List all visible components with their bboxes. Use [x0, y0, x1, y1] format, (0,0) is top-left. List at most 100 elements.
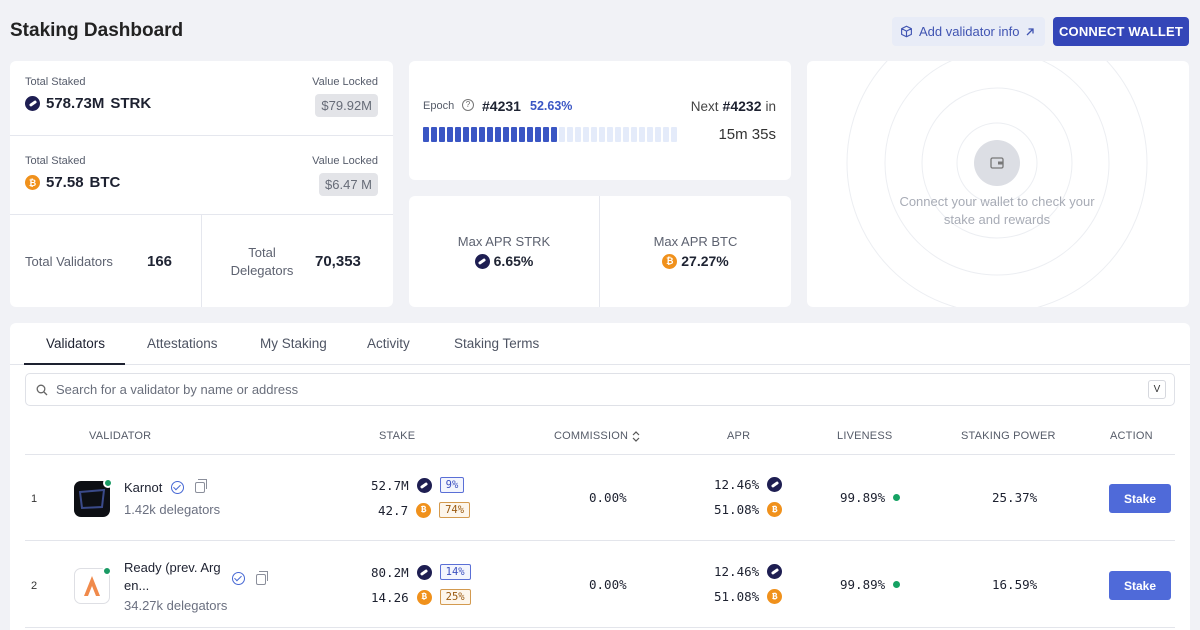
stake-btc-value: 42.7: [378, 502, 409, 518]
strk-total-staked-label: Total Staked: [25, 76, 86, 88]
apr-card: Max APR STRK 6.65% Max APR BTC ₿ 27.27%: [409, 196, 791, 307]
stake-strk-share: 9%: [439, 477, 465, 493]
progress-segment: [455, 127, 461, 142]
progress-segment: [479, 127, 485, 142]
online-status-icon: [103, 478, 113, 488]
search-icon: [36, 384, 48, 395]
btc-coin-icon: ₿: [25, 175, 40, 190]
online-status-icon: [102, 566, 112, 576]
row-apr-strk-value: 12.46%: [714, 477, 760, 492]
btc-total-staked: ₿ 57.58 BTC: [25, 174, 120, 191]
btc-value-locked: $6.47 M: [319, 173, 378, 196]
validator-name-text: Karnot: [124, 480, 163, 495]
epoch-label: Epoch: [423, 100, 455, 112]
add-validator-info-button[interactable]: Add validator info: [892, 17, 1045, 46]
strk-value-locked: $79.92M: [315, 94, 378, 117]
wallet-message: Connect your wallet to check your stake …: [899, 194, 1095, 227]
apr-btc-value: 27.27%: [681, 253, 729, 269]
progress-segment: [519, 127, 525, 142]
validator-name[interactable]: Ready (prev. Arg en...: [124, 559, 221, 595]
progress-segment: [495, 127, 501, 142]
radar-decoration: [846, 61, 1148, 307]
copy-icon[interactable]: [256, 571, 268, 585]
liveness-cell: 99.89%: [840, 490, 901, 505]
search-input[interactable]: [56, 382, 1116, 397]
col-liveness: LIVENESS: [837, 430, 893, 442]
progress-segment: [559, 127, 565, 142]
stake-strk: 80.2M 14%: [371, 564, 471, 580]
row-apr-btc-value: 51.08%: [714, 589, 760, 604]
progress-segment: [583, 127, 589, 142]
col-stake: STAKE: [379, 430, 416, 442]
liveness-status-icon: [893, 581, 901, 588]
progress-segment: [439, 127, 445, 142]
progress-segment: [527, 127, 533, 142]
stake-btc-value: 14.26: [371, 589, 409, 605]
tab-attestations[interactable]: Attestations: [147, 336, 218, 351]
apr-btc-cell: 51.08% ₿: [714, 502, 783, 517]
stake-button[interactable]: Stake: [1109, 571, 1171, 600]
col-commission[interactable]: COMMISSION: [554, 430, 640, 442]
liveness-cell: 99.89%: [840, 577, 901, 592]
divider: [201, 215, 202, 307]
strk-staked-row: Total Staked 578.73M STRK Value Locked $…: [10, 61, 393, 136]
next-label: Next: [690, 99, 719, 114]
table-row: 1 Karnot 1.42k delegators 52.7M 9% 42.7 …: [25, 455, 1175, 541]
progress-segment: [551, 127, 557, 142]
total-delegators-value: 70,353: [315, 253, 361, 270]
strk-coin-icon: [416, 564, 432, 580]
liveness-status-icon: [893, 494, 901, 501]
tab-my-staking[interactable]: My Staking: [260, 336, 327, 351]
search-bar: V: [25, 373, 1175, 406]
connect-wallet-button[interactable]: CONNECT WALLET: [1053, 17, 1189, 46]
staking-summary-card: Total Staked 578.73M STRK Value Locked $…: [10, 61, 393, 307]
tab-staking-terms[interactable]: Staking Terms: [454, 336, 540, 351]
validators-panel: Validators Attestations My Staking Activ…: [10, 323, 1190, 630]
tab-activity[interactable]: Activity: [367, 336, 410, 351]
validator-avatar: [74, 566, 112, 604]
col-commission-label: COMMISSION: [554, 430, 629, 442]
next-epoch: Next #4232 in: [691, 98, 776, 114]
wallet-icon: [974, 140, 1020, 186]
apr-btc-label: Max APR BTC: [653, 234, 738, 249]
progress-segment: [463, 127, 469, 142]
tab-bar: Validators Attestations My Staking Activ…: [10, 323, 1190, 365]
add-validator-label: Add validator info: [919, 24, 1020, 39]
next-epoch-number: #4232: [722, 98, 762, 114]
btc-total-staked-label: Total Staked: [25, 155, 86, 167]
strk-coin-icon: [416, 477, 432, 493]
stake-btc: 14.26 ₿ 25%: [371, 589, 471, 605]
help-icon[interactable]: ?: [462, 99, 474, 111]
progress-segment: [575, 127, 581, 142]
progress-segment: [535, 127, 541, 142]
stake-button[interactable]: Stake: [1109, 484, 1171, 513]
wallet-card: Connect your wallet to check your stake …: [807, 61, 1189, 307]
btc-value-locked-label: Value Locked: [312, 155, 378, 167]
stake-strk-share: 14%: [439, 564, 471, 580]
progress-segment: [615, 127, 621, 142]
stake-btc-share: 74%: [439, 502, 471, 518]
verified-icon: [170, 481, 184, 494]
progress-segment: [591, 127, 597, 142]
copy-icon[interactable]: [194, 479, 207, 493]
total-validators-value: 166: [147, 253, 173, 270]
external-arrow-icon: [1026, 27, 1035, 35]
progress-segment: [543, 127, 549, 142]
btc-staked-row: Total Staked ₿ 57.58 BTC Value Locked $6…: [10, 136, 393, 215]
liveness-value: 99.89%: [840, 490, 886, 505]
validator-name-line-1: Ready (prev. Arg: [124, 560, 221, 575]
col-action: ACTION: [1110, 430, 1153, 442]
progress-segment: [487, 127, 493, 142]
btc-coin-icon: ₿: [767, 502, 783, 517]
stake-btc-share: 25%: [439, 589, 471, 605]
progress-segment: [471, 127, 477, 142]
strk-coin-icon: [474, 253, 490, 269]
validator-name[interactable]: Karnot: [124, 479, 207, 495]
strk-coin-icon: [767, 564, 783, 579]
btc-unit: BTC: [89, 174, 121, 191]
col-validator: VALIDATOR: [89, 430, 152, 442]
tab-validators[interactable]: Validators: [46, 336, 106, 351]
progress-segment: [511, 127, 517, 142]
validator-delegators: 1.42k delegators: [124, 502, 221, 517]
stake-strk-value: 80.2M: [371, 564, 409, 580]
